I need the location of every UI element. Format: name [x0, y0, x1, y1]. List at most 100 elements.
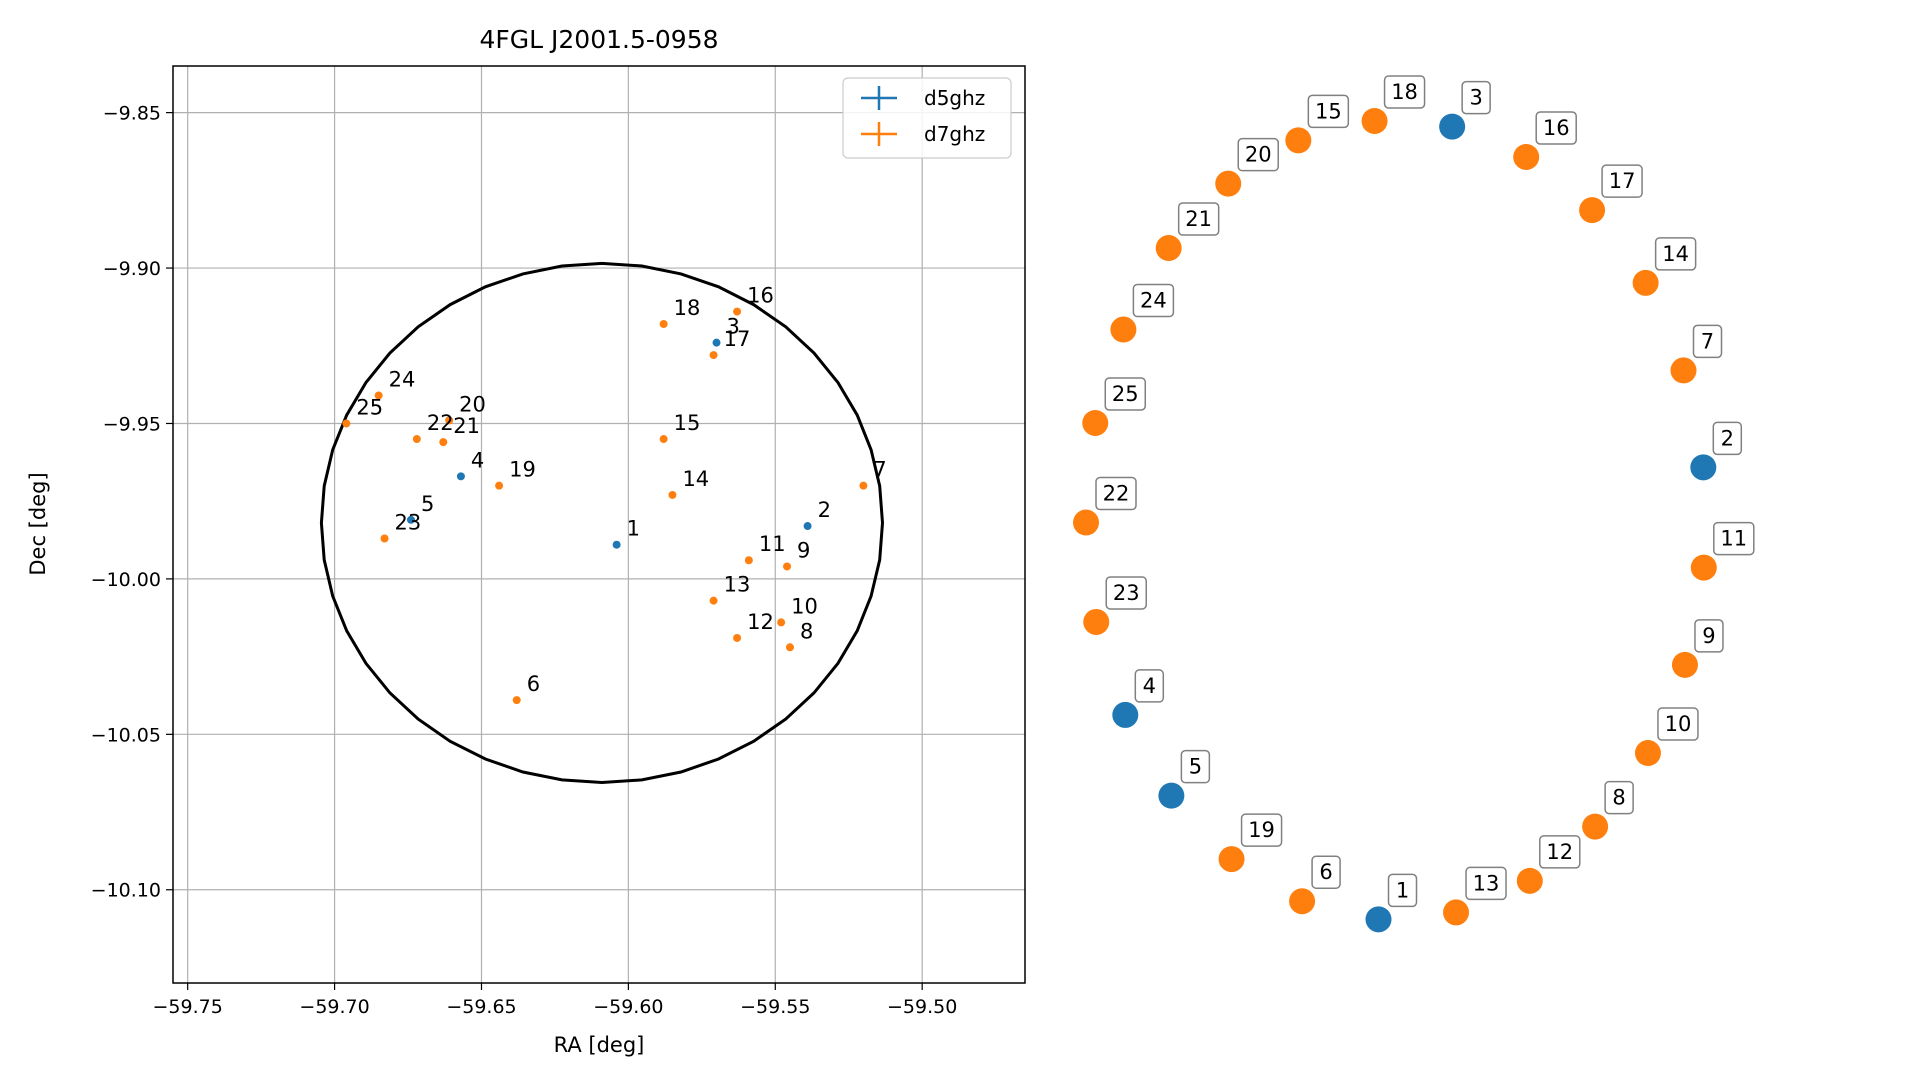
source-point-18 [659, 320, 668, 329]
y-axis-label: Dec [deg] [26, 472, 50, 575]
ring-label-19: 19 [1248, 818, 1275, 842]
source-point-1 [612, 540, 621, 549]
ring-point-19 [1218, 846, 1245, 873]
ring-label-5: 5 [1189, 755, 1202, 779]
source-label-3: 3 [727, 315, 740, 339]
source-label-5: 5 [421, 492, 434, 516]
source-label-25: 25 [356, 395, 383, 419]
ring-point-9 [1671, 651, 1698, 678]
ring-label-box [1657, 707, 1699, 741]
legend-entry-d5ghz: d5ghz [861, 86, 985, 110]
ring-point-18 [1361, 107, 1388, 134]
ring-point-4 [1112, 701, 1139, 728]
source-label-22: 22 [427, 411, 454, 435]
source-label-21: 21 [453, 414, 480, 438]
x-tick-label: −59.70 [299, 996, 369, 1018]
ring-point-25 [1082, 409, 1109, 436]
ring-label-box [1712, 421, 1743, 456]
ring-label-9: 9 [1702, 624, 1715, 648]
ring-label-7: 7 [1701, 329, 1714, 353]
source-label-23: 23 [395, 510, 422, 534]
x-tick-label: −59.75 [153, 996, 223, 1018]
x-tick-label: −59.50 [887, 996, 957, 1018]
source-label-12: 12 [747, 610, 774, 634]
ring-label-box [1604, 780, 1634, 815]
ring-node-24: 24 [1110, 283, 1175, 343]
ring-label-6: 6 [1319, 860, 1332, 884]
ring-label-box [1713, 521, 1755, 556]
ring-node-23: 23 [1083, 576, 1147, 635]
ring-point-8 [1582, 813, 1609, 840]
y-tick-label: −9.85 [103, 103, 161, 125]
source-point-17 [709, 351, 718, 360]
source-point-10 [777, 618, 786, 627]
ring-point-10 [1634, 740, 1661, 767]
source-point-5 [406, 515, 415, 524]
ring-point-23 [1083, 608, 1110, 635]
ring-point-24 [1110, 316, 1137, 343]
source-point-6 [512, 696, 521, 705]
ring-node-10: 10 [1634, 707, 1699, 767]
ring-point-3 [1439, 113, 1466, 140]
source-point-24 [374, 391, 383, 400]
source-label-11: 11 [759, 532, 786, 556]
ring-label-box [1134, 669, 1165, 703]
source-point-25 [342, 419, 351, 428]
legend-label-d5ghz: d5ghz [924, 86, 985, 110]
x-tick-label: −59.65 [446, 996, 516, 1018]
source-label-13: 13 [724, 573, 751, 597]
source-point-22 [412, 435, 421, 444]
ring-node-2: 2 [1690, 421, 1743, 481]
ring-label-16: 16 [1543, 116, 1570, 140]
ring-label-box [1692, 324, 1723, 359]
source-label-10: 10 [791, 594, 818, 618]
ring-node-13: 13 [1443, 866, 1507, 926]
source-point-12 [733, 633, 742, 642]
source-label-8: 8 [800, 619, 813, 643]
source-labels: 1234567891011121314151617181920212223242… [356, 284, 886, 697]
ring-label-1: 1 [1396, 878, 1409, 902]
ring-node-25: 25 [1082, 377, 1147, 436]
ring-label-17: 17 [1609, 169, 1636, 193]
source-label-20: 20 [459, 392, 486, 416]
ring-label-box [1307, 94, 1350, 129]
ring-label-10: 10 [1665, 712, 1692, 736]
ring-point-20 [1215, 170, 1242, 197]
source-label-17: 17 [724, 327, 751, 351]
ring-label-box [1240, 813, 1283, 847]
source-point-20 [445, 416, 454, 425]
ring-node-11: 11 [1690, 521, 1755, 581]
ring-label-box [1694, 619, 1724, 653]
ring-label-15: 15 [1315, 99, 1342, 123]
x-tick-label: −59.55 [740, 996, 810, 1018]
source-point-2 [803, 522, 812, 531]
y-tick-label: −9.90 [103, 258, 161, 280]
ring-node-3: 3 [1439, 80, 1491, 140]
ring-label-25: 25 [1112, 382, 1139, 406]
y-axis-ticks: −9.85 −9.90 −9.95 −10.00 −10.05 −10.10 [91, 103, 173, 902]
axes-frame [172, 65, 1026, 984]
source-label-14: 14 [682, 467, 709, 491]
ring-point-5 [1158, 782, 1185, 809]
ring-label-20: 20 [1245, 143, 1272, 167]
x-axis-ticks: −59.75 −59.70 −59.65 −59.60 −59.55 −59.50 [153, 983, 957, 1018]
source-point-13 [709, 596, 718, 605]
source-point-19 [495, 481, 504, 490]
ring-point-1 [1365, 906, 1392, 933]
source-point-21 [439, 438, 448, 447]
ring-node-20: 20 [1215, 137, 1279, 197]
ring-node-1: 1 [1365, 873, 1418, 933]
ring-label-18: 18 [1391, 80, 1418, 104]
ring-label-8: 8 [1612, 786, 1625, 810]
legend-label-d7ghz: d7ghz [924, 122, 985, 146]
source-point-3 [712, 338, 721, 347]
ring-node-18: 18 [1361, 75, 1426, 134]
ring-point-12 [1516, 867, 1543, 894]
legend-entry-d7ghz: d7ghz [861, 122, 985, 146]
scatter-panel: 4FGL J2001.5-0958 1234567891011121314151… [26, 25, 1026, 1057]
ring-point-22 [1073, 509, 1100, 536]
legend: d5ghz d7ghz [842, 77, 1012, 159]
x-tick-label: −59.60 [593, 996, 663, 1018]
label-ring-panel: 18 31617147211910812131619542322252421201… [1073, 75, 1755, 933]
